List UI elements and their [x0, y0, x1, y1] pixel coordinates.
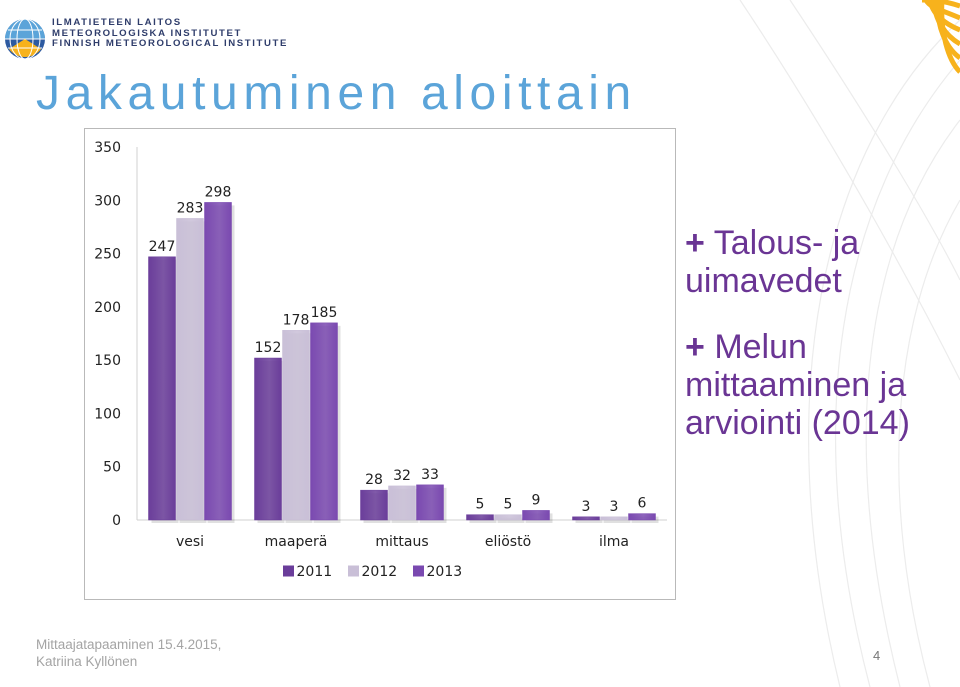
- bar-chart-frame: 0 50 100 150 200 250 300 350 247 283 298 vesi 152 178…: [84, 128, 676, 600]
- data-label: 5: [504, 497, 513, 513]
- bar-2013-vesi: [204, 202, 232, 521]
- data-label: 5: [476, 497, 485, 513]
- bar-2011-eliöstö: [466, 514, 494, 521]
- bar-2012-vesi: [176, 218, 204, 521]
- bullet-text-noise: Melun mittaaminen ja arviointi (2014): [685, 328, 910, 442]
- data-label: 3: [610, 499, 619, 515]
- bullet-list: + Talous- ja uimavedet + Melun mittaamin…: [685, 224, 955, 470]
- bar-2011-maaperä: [254, 357, 282, 521]
- bullet-plus-marker: +: [685, 224, 705, 262]
- legend-swatch-2013: [413, 565, 424, 577]
- legend-swatch-2011: [283, 565, 294, 577]
- bar-2011-ilma: [572, 516, 600, 521]
- x-category-label: eliöstö: [485, 534, 531, 550]
- bar-2013-eliöstö: [522, 510, 550, 521]
- logo-line-finnish: ILMATIETEEN LAITOS: [52, 17, 182, 28]
- legend-label: 2013: [427, 564, 463, 580]
- page-title: Jakautuminen aloittain: [36, 67, 637, 120]
- bullet-item-noise: + Melun mittaaminen ja arviointi (2014): [685, 328, 955, 442]
- data-label: 6: [638, 496, 647, 512]
- x-category-label: mittaus: [375, 534, 428, 550]
- data-label: 33: [421, 467, 439, 483]
- y-tick-label: 50: [103, 460, 121, 476]
- data-label: 3: [582, 499, 591, 515]
- bar-shadow: [469, 517, 497, 523]
- y-tick-label: 250: [94, 247, 121, 263]
- y-tick-label: 300: [94, 193, 121, 209]
- data-label: 298: [205, 184, 232, 200]
- corner-sun-decoration: [921, 0, 960, 74]
- bar-chart: 050100150200250300350247283298vesi152178…: [94, 140, 667, 580]
- logo-wordmark: ILMATIETEEN LAITOS METEOROLOGISKA INSTIT…: [52, 17, 288, 50]
- legend-label: 2011: [297, 564, 333, 580]
- bar-2012-ilma: [600, 516, 628, 521]
- bullet-text-water: Talous- ja uimavedet: [685, 224, 860, 300]
- x-category-label: maaperä: [265, 534, 328, 550]
- y-tick-label: 350: [94, 140, 121, 156]
- y-tick-label: 100: [94, 406, 121, 422]
- bar-2011-vesi: [148, 256, 176, 521]
- bar-shadow: [497, 517, 525, 523]
- bar-2012-maaperä: [282, 330, 310, 521]
- background-arcs-decoration: [739, 0, 960, 687]
- data-label: 28: [365, 472, 383, 488]
- data-label: 32: [393, 468, 411, 484]
- data-label: 9: [532, 492, 541, 508]
- bar-2013-maaperä: [310, 322, 338, 521]
- footer-line-author: Katriina Kyllönen: [36, 654, 138, 669]
- bar-2013-mittaus: [416, 484, 444, 521]
- bar-2012-mittaus: [388, 485, 416, 521]
- logo-line-english: FINNISH METEOROLOGICAL INSTITUTE: [52, 38, 288, 50]
- x-category-label: vesi: [176, 534, 204, 550]
- bar-2013-ilma: [628, 513, 656, 521]
- page-number: 4: [873, 648, 881, 663]
- data-label: 178: [283, 312, 310, 328]
- y-tick-label: 0: [112, 513, 121, 529]
- legend-label: 2012: [362, 564, 398, 580]
- footer-line-event: Mittaajatapaaminen 15.4.2015,: [36, 637, 222, 652]
- fmi-logo-globe-icon: [5, 18, 45, 60]
- data-label: 152: [255, 340, 282, 356]
- bar-2012-eliöstö: [494, 514, 522, 521]
- y-tick-label: 150: [94, 353, 121, 369]
- bar-shadow: [575, 519, 603, 523]
- x-category-label: ilma: [599, 534, 629, 550]
- legend-swatch-2012: [348, 565, 359, 577]
- bar-shadow: [603, 519, 631, 523]
- data-label: 185: [311, 305, 338, 321]
- footer-text: Mittaajatapaaminen 15.4.2015, Katriina K…: [36, 636, 221, 670]
- bullet-item-water: + Talous- ja uimavedet: [685, 224, 955, 300]
- y-tick-label: 200: [94, 300, 121, 316]
- bar-2011-mittaus: [360, 489, 388, 521]
- data-label: 283: [177, 200, 204, 216]
- logo-line-swedish: METEOROLOGISKA INSTITUTET: [52, 27, 242, 39]
- bullet-plus-marker: +: [685, 328, 705, 366]
- data-label: 247: [149, 239, 176, 255]
